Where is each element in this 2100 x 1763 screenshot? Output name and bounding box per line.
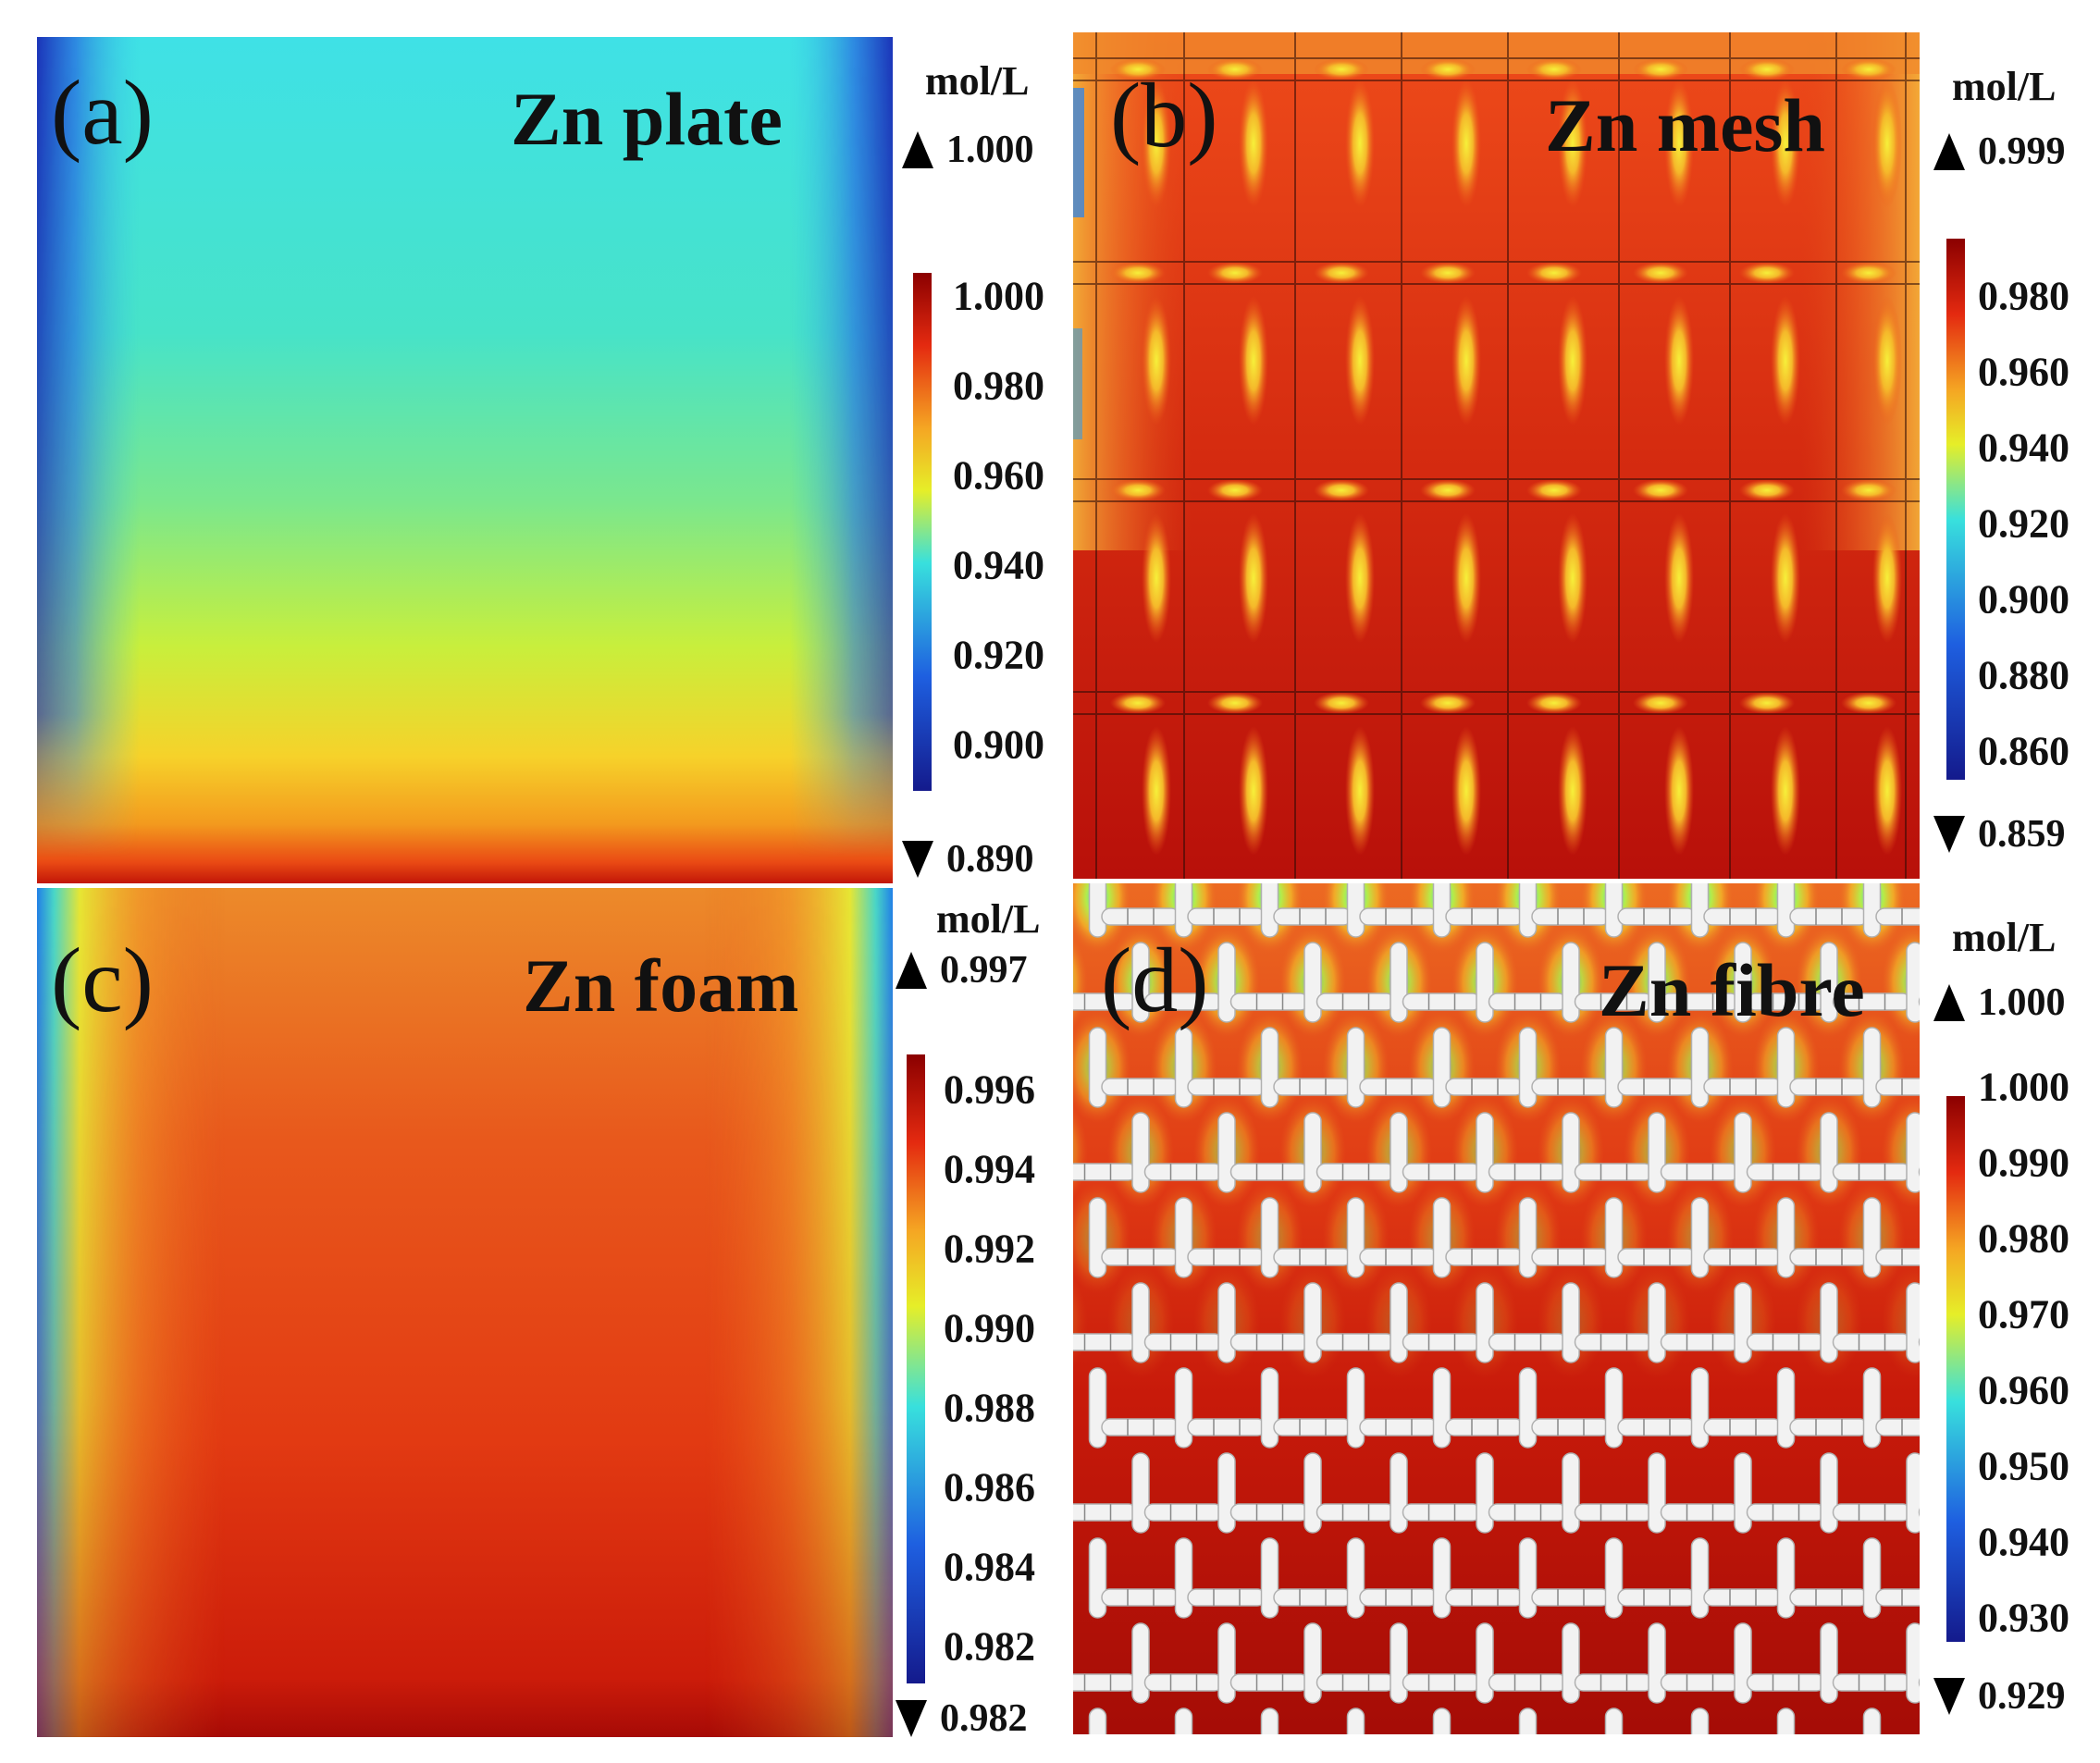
colorbar-a bbox=[913, 273, 932, 791]
plot-c-zn-foam bbox=[37, 888, 893, 1737]
tick-label: 0.980 bbox=[1978, 1215, 2069, 1262]
tick-label: 0.980 bbox=[1978, 273, 2069, 319]
tick-label: 0.986 bbox=[944, 1464, 1035, 1510]
colorbar-min-d: 0.929 bbox=[1933, 1674, 2066, 1719]
concentration-field-d bbox=[1073, 883, 1920, 1734]
plot-d-zn-fibre bbox=[1073, 883, 1920, 1734]
panel-title-b: Zn mesh bbox=[1545, 83, 1826, 167]
tick-label: 0.960 bbox=[953, 452, 1044, 499]
max-triangle-icon bbox=[1933, 984, 1965, 1021]
panel-letter-a: (a) bbox=[51, 61, 154, 164]
panel-letter-d: (d) bbox=[1101, 929, 1209, 1031]
tick-label: 1.000 bbox=[1978, 1064, 2069, 1110]
colorbar-max-a: 1.000 bbox=[902, 128, 1034, 172]
colorbar-max-c: 0.997 bbox=[896, 948, 1028, 992]
tick-label: 0.900 bbox=[1978, 576, 2069, 623]
tick-label: 0.996 bbox=[944, 1066, 1035, 1113]
tick-label: 0.920 bbox=[1978, 500, 2069, 547]
min-triangle-icon bbox=[902, 841, 933, 878]
tick-label: 0.960 bbox=[1978, 1367, 2069, 1413]
panel-title-c: Zn foam bbox=[523, 943, 799, 1028]
colorbar-min-c: 0.982 bbox=[896, 1696, 1028, 1741]
tick-label: 0.900 bbox=[953, 721, 1044, 768]
tick-label: 0.994 bbox=[944, 1146, 1035, 1192]
panel-title-d: Zn fibre bbox=[1599, 948, 1865, 1032]
concentration-field-c bbox=[37, 888, 893, 1737]
colorbar-min-b: 0.859 bbox=[1933, 812, 2066, 857]
colorbar-max-b: 0.999 bbox=[1933, 129, 2066, 174]
tick-label: 1.000 bbox=[953, 273, 1044, 319]
tick-label: 0.920 bbox=[953, 632, 1044, 678]
concentration-field-a bbox=[37, 37, 893, 883]
tick-label: 0.990 bbox=[944, 1305, 1035, 1351]
plot-a-zn-plate bbox=[37, 37, 893, 883]
colorbar-b bbox=[1946, 239, 1965, 780]
colorbar-unit-c: mol/L bbox=[936, 896, 1041, 942]
max-triangle-icon bbox=[1933, 133, 1965, 170]
colorbar-c bbox=[907, 1054, 925, 1683]
tick-label: 0.984 bbox=[944, 1544, 1035, 1590]
tick-label: 0.988 bbox=[944, 1385, 1035, 1431]
max-triangle-icon bbox=[896, 952, 927, 989]
tick-label: 0.940 bbox=[953, 542, 1044, 588]
tick-label: 0.940 bbox=[1978, 1519, 2069, 1565]
tick-label: 0.930 bbox=[1978, 1595, 2069, 1641]
tick-label: 0.950 bbox=[1978, 1443, 2069, 1489]
colorbar-unit-a: mol/L bbox=[925, 58, 1030, 104]
colorbar-min-a: 0.890 bbox=[902, 837, 1034, 882]
tick-label: 0.980 bbox=[953, 363, 1044, 409]
tick-label: 0.990 bbox=[1978, 1140, 2069, 1186]
concentration-field-b bbox=[1073, 32, 1920, 879]
min-triangle-icon bbox=[1933, 816, 1965, 853]
tick-label: 0.880 bbox=[1978, 652, 2069, 698]
panel-letter-b: (b) bbox=[1110, 64, 1218, 166]
tick-label: 0.940 bbox=[1978, 425, 2069, 471]
tick-label: 0.970 bbox=[1978, 1291, 2069, 1338]
min-triangle-icon bbox=[1933, 1678, 1965, 1715]
tick-label: 0.860 bbox=[1978, 728, 2069, 774]
colorbar-unit-b: mol/L bbox=[1952, 64, 2057, 109]
colorbar-d bbox=[1946, 1096, 1965, 1642]
tick-label: 0.960 bbox=[1978, 349, 2069, 395]
colorbar-max-d: 1.000 bbox=[1933, 980, 2066, 1025]
min-triangle-icon bbox=[896, 1700, 927, 1737]
tick-label: 0.982 bbox=[944, 1623, 1035, 1670]
panel-letter-c: (c) bbox=[51, 929, 154, 1031]
panel-title-a: Zn plate bbox=[511, 77, 783, 161]
plot-b-zn-mesh bbox=[1073, 32, 1920, 879]
colorbar-unit-d: mol/L bbox=[1952, 915, 2057, 960]
max-triangle-icon bbox=[902, 131, 933, 168]
tick-label: 0.992 bbox=[944, 1226, 1035, 1272]
